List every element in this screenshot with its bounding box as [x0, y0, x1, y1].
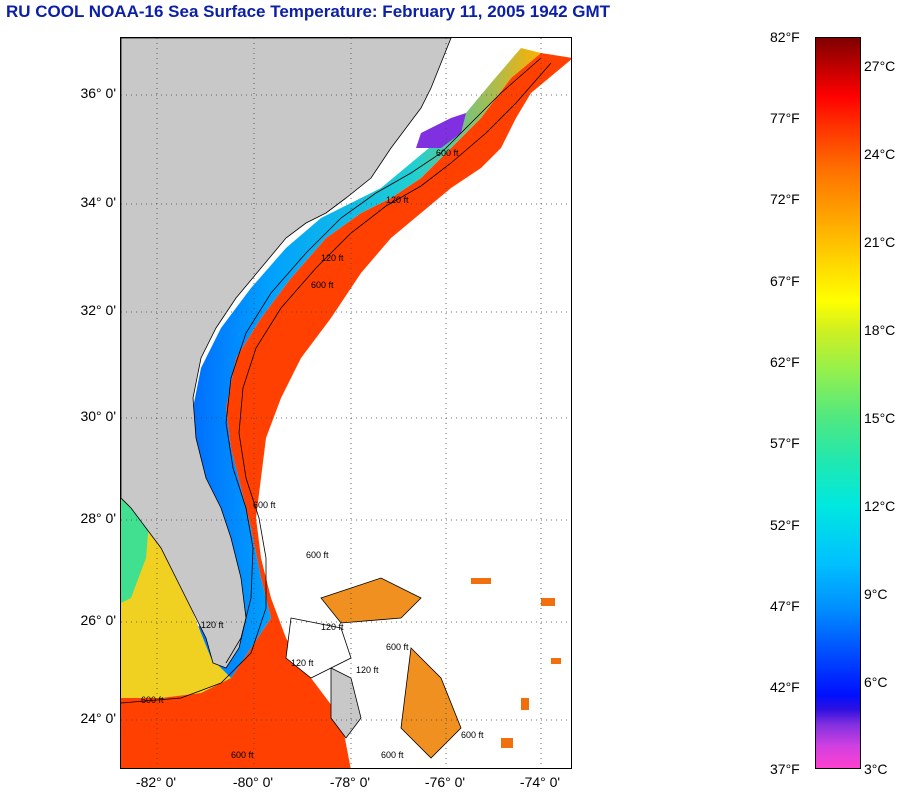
scattered-warm-pixels: [471, 578, 561, 748]
contour-label: 600 ft: [381, 750, 404, 760]
contour-label: 600 ft: [231, 750, 254, 760]
contour-label: 120 ft: [386, 195, 409, 205]
us-mainland: [121, 38, 452, 669]
colorbar-f-label: 42°F: [770, 679, 800, 695]
colorbar-c-label: 24°C: [864, 146, 896, 162]
colorbar-f-label: 77°F: [770, 110, 800, 126]
colorbar-c-label: 12°C: [864, 498, 896, 514]
colorbar-c-label: 15°C: [864, 410, 896, 426]
sst-map-graphic: 600 ft 120 ft 120 ft 600 ft 600 ft 120 f…: [121, 38, 571, 768]
colorbar-f-label: 62°F: [770, 354, 800, 370]
contour-label: 600 ft: [306, 550, 329, 560]
colorbar-c-label: 27°C: [864, 58, 896, 74]
page-title: RU COOL NOAA-16 Sea Surface Temperature:…: [6, 2, 611, 21]
colorbar-f-label: 82°F: [770, 29, 800, 45]
latitude-label: 28° 0': [80, 510, 116, 526]
bahamas-island-2: [320, 577, 422, 624]
bahamas-island-1: [330, 667, 362, 739]
colorbar-f-label: 57°F: [770, 435, 800, 451]
contour-label: 600 ft: [253, 500, 276, 510]
colorbar-f-label: 72°F: [770, 191, 800, 207]
colorbar-c-label: 18°C: [864, 322, 896, 338]
colorbar-c-label: 6°C: [864, 674, 888, 690]
sst-map[interactable]: 600 ft 120 ft 120 ft 600 ft 600 ft 120 f…: [120, 37, 572, 769]
colorbar-c-label: 9°C: [864, 586, 888, 602]
pamlico-sound: [416, 113, 466, 148]
latitude-label: 24° 0': [80, 710, 116, 726]
contour-label: 120 ft: [321, 622, 344, 632]
colorbar-f-label: 37°F: [770, 761, 800, 777]
latitude-label: 30° 0': [80, 408, 116, 424]
longitude-label: -78° 0': [329, 774, 371, 790]
contour-600ft: [121, 62, 552, 704]
longitude-label: -76° 0': [424, 774, 466, 790]
colorbar-f-label: 47°F: [770, 598, 800, 614]
colorbar-c-label: 21°C: [864, 234, 896, 250]
latitude-label: 36° 0': [80, 85, 116, 101]
longitude-label: -74° 0': [519, 774, 561, 790]
longitude-label: -80° 0': [232, 774, 274, 790]
colorbar-f-label: 52°F: [770, 517, 800, 533]
contour-label: 120 ft: [201, 620, 224, 630]
contour-label: 120 ft: [356, 665, 379, 675]
latitude-label: 32° 0': [80, 302, 116, 318]
contour-label: 600 ft: [461, 730, 484, 740]
latitude-label: 34° 0': [80, 194, 116, 210]
contour-label: 600 ft: [436, 148, 459, 158]
graticule: [121, 38, 571, 768]
longitude-label: -82° 0': [135, 774, 177, 790]
contour-label: 600 ft: [386, 642, 409, 652]
colorbar-f-label: 67°F: [770, 273, 800, 289]
colorbar-c-label: 3°C: [864, 761, 888, 777]
temperature-colorbar: [815, 37, 861, 769]
contour-label: 600 ft: [311, 280, 334, 290]
bahamas-bank: [285, 617, 352, 679]
contour-label: 600 ft: [141, 695, 164, 705]
latitude-label: 26° 0': [80, 612, 116, 628]
contour-label: 120 ft: [321, 253, 344, 263]
contour-label: 120 ft: [291, 658, 314, 668]
